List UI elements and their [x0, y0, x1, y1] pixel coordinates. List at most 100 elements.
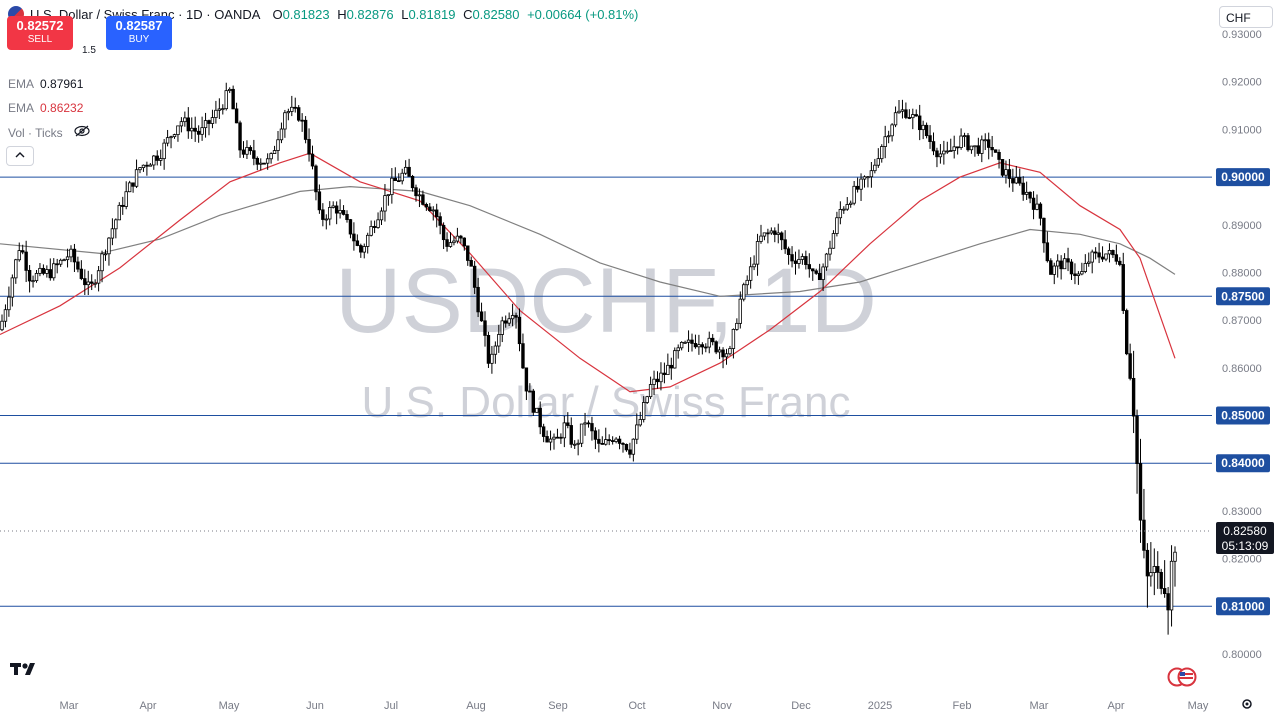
candle-body — [276, 139, 280, 151]
candle-body — [918, 115, 922, 131]
collapse-legend-button[interactable] — [6, 146, 34, 166]
candle-body — [490, 353, 494, 364]
low-label: L — [401, 6, 409, 22]
candle-body — [610, 440, 615, 442]
candle-body — [459, 235, 463, 239]
candle-body — [331, 205, 335, 208]
candle-body — [321, 209, 325, 220]
candle-body — [545, 436, 549, 443]
candle-body — [1038, 203, 1043, 219]
candle-body — [807, 264, 811, 270]
candle-body — [831, 233, 836, 249]
level-price-tag — [1216, 168, 1270, 187]
candle-body — [607, 439, 611, 442]
candle-body — [507, 318, 511, 324]
symbol-title[interactable]: U.S. Dollar / Swiss Franc · 1D · OANDA — [30, 6, 261, 22]
candle-body — [817, 272, 822, 281]
candle-body — [752, 263, 756, 268]
candle-body — [238, 122, 242, 151]
candle-body — [38, 267, 42, 274]
time-tick-label: Sep — [548, 700, 568, 712]
candle-body — [721, 349, 725, 358]
candle-body — [762, 232, 767, 237]
candle-body — [45, 269, 49, 274]
candle-body — [31, 280, 35, 283]
candle-body — [714, 341, 718, 353]
price-tick-label: 0.93000 — [1222, 29, 1262, 41]
candle-body — [617, 438, 622, 444]
candle-body — [893, 112, 898, 126]
candle-body — [1128, 353, 1132, 379]
candle-body — [421, 194, 425, 205]
price-tick-label: 0.92000 — [1222, 77, 1262, 89]
indicator-ema-fast[interactable]: EMA 0.86232 — [8, 101, 83, 115]
candle-body — [207, 120, 211, 124]
candle-body — [683, 341, 687, 344]
candle-body — [811, 268, 815, 272]
candle-body — [476, 286, 480, 313]
candle-body — [880, 146, 884, 160]
candle-body — [1145, 549, 1150, 577]
candle-body — [265, 158, 270, 164]
candle-body — [445, 239, 449, 247]
candle-body — [400, 172, 404, 182]
candle-body — [1156, 566, 1160, 573]
indicator-volume[interactable]: Vol · Ticks — [8, 125, 90, 140]
candle-body — [1114, 254, 1119, 262]
candle-body — [842, 208, 846, 211]
candle-body — [10, 277, 15, 298]
candle-body — [486, 334, 491, 364]
candle-body — [766, 232, 770, 235]
candle-body — [1066, 258, 1070, 263]
buy-button[interactable]: 0.82587 BUY — [106, 16, 172, 50]
candle-body — [924, 124, 929, 137]
high-value: 0.82876 — [346, 6, 394, 22]
candle-body — [76, 261, 80, 270]
candle-body — [334, 205, 339, 214]
candle-body — [1021, 182, 1025, 195]
time-tick-label: Jun — [306, 700, 324, 712]
time-tick-label: Aug — [466, 700, 486, 712]
candle-body — [441, 224, 446, 241]
candle-body — [393, 177, 397, 182]
open-value: 0.81823 — [282, 6, 330, 22]
candle-body — [290, 106, 294, 112]
spread-value: 1.5 — [82, 45, 96, 56]
price-tick-label: 0.83000 — [1222, 506, 1262, 518]
candle-body — [1149, 572, 1153, 577]
time-tick-label: Oct — [628, 700, 645, 712]
candle-body — [155, 155, 159, 161]
candle-body — [845, 204, 849, 210]
sell-button[interactable]: 0.82572 SELL — [7, 16, 73, 50]
candle-body — [210, 117, 215, 124]
candle-body — [27, 269, 32, 282]
candle-body — [786, 248, 791, 255]
candle-body — [852, 185, 856, 204]
indicator-name: EMA — [8, 77, 35, 91]
candle-body — [466, 245, 470, 261]
candle-body — [686, 339, 691, 343]
candle-body — [203, 120, 208, 129]
candle-body — [86, 281, 90, 286]
candle-body — [1024, 191, 1029, 195]
candle-body — [524, 367, 529, 392]
tradingview-logo[interactable] — [10, 661, 42, 682]
candle-body — [134, 169, 139, 187]
eye-off-icon[interactable] — [74, 125, 90, 140]
candle-body — [20, 250, 25, 253]
us-flag-icon[interactable] — [1165, 667, 1199, 687]
currency-selector[interactable]: CHF — [1219, 6, 1273, 28]
candle-body — [152, 155, 156, 166]
candle-body — [1131, 377, 1136, 417]
settings-gear-icon[interactable] — [1240, 697, 1254, 714]
candle-body — [314, 165, 318, 193]
candle-body — [873, 164, 877, 172]
candle-body — [990, 147, 994, 151]
price-tick-label: 0.82000 — [1222, 554, 1262, 566]
candle-body — [855, 185, 860, 190]
indicator-ema-slow[interactable]: EMA 0.87961 — [8, 77, 83, 91]
close-label: C — [463, 6, 473, 22]
candle-body — [655, 378, 660, 383]
candle-body — [1014, 177, 1018, 184]
